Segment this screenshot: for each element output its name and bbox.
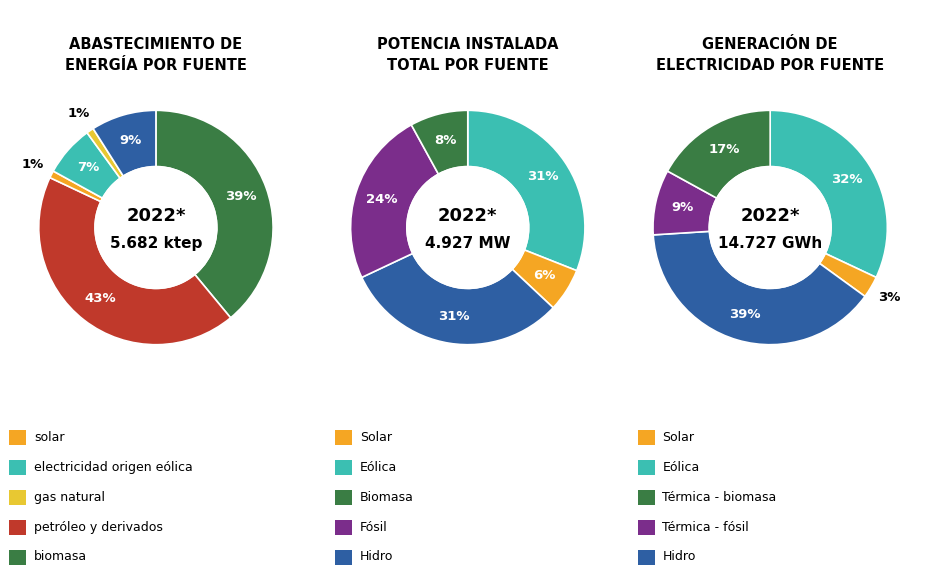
Text: 39%: 39% <box>729 308 760 321</box>
Wedge shape <box>93 111 156 176</box>
Title: GENERACIÓN DE
ELECTRICIDAD POR FUENTE: GENERACIÓN DE ELECTRICIDAD POR FUENTE <box>655 37 884 73</box>
Wedge shape <box>87 128 123 178</box>
Text: gas natural: gas natural <box>34 491 105 503</box>
Wedge shape <box>50 171 102 202</box>
Text: Eólica: Eólica <box>662 461 699 473</box>
Wedge shape <box>666 111 769 198</box>
Text: Solar: Solar <box>662 431 694 444</box>
Text: Solar: Solar <box>360 431 392 444</box>
Text: Fósil: Fósil <box>360 521 387 533</box>
Text: 31%: 31% <box>526 170 558 183</box>
Wedge shape <box>652 171 716 235</box>
Text: 9%: 9% <box>120 134 142 147</box>
Text: Biomasa: Biomasa <box>360 491 413 503</box>
Text: Térmica - fósil: Térmica - fósil <box>662 521 749 533</box>
Text: 31%: 31% <box>437 310 469 323</box>
Text: 2022*: 2022* <box>126 207 185 225</box>
Text: 9%: 9% <box>670 202 693 214</box>
Text: Térmica - biomasa: Térmica - biomasa <box>662 491 776 503</box>
Circle shape <box>709 166 830 289</box>
Text: 43%: 43% <box>85 292 116 305</box>
Title: ABASTECIMIENTO DE
ENERGÍA POR FUENTE: ABASTECIMIENTO DE ENERGÍA POR FUENTE <box>65 37 246 73</box>
Text: Eólica: Eólica <box>360 461 396 473</box>
Text: Hidro: Hidro <box>662 551 695 563</box>
Text: 6%: 6% <box>532 270 554 282</box>
Text: petróleo y derivados: petróleo y derivados <box>34 521 162 533</box>
Wedge shape <box>39 177 230 344</box>
Text: 32%: 32% <box>830 173 861 185</box>
Text: 24%: 24% <box>366 193 397 206</box>
Wedge shape <box>818 253 875 297</box>
Text: electricidad origen eólica: electricidad origen eólica <box>34 461 193 473</box>
Wedge shape <box>467 111 584 271</box>
Text: 14.727 GWh: 14.727 GWh <box>717 236 821 252</box>
Wedge shape <box>512 250 576 308</box>
Text: 39%: 39% <box>225 191 257 203</box>
Text: 2022*: 2022* <box>740 207 799 225</box>
Text: 7%: 7% <box>77 161 99 175</box>
Wedge shape <box>53 132 120 198</box>
Wedge shape <box>411 111 467 174</box>
Circle shape <box>95 166 216 289</box>
Wedge shape <box>156 111 273 318</box>
Circle shape <box>407 166 528 289</box>
Text: 5.682 ktep: 5.682 ktep <box>110 236 202 252</box>
Wedge shape <box>350 125 438 278</box>
Text: 17%: 17% <box>708 143 739 156</box>
Text: 1%: 1% <box>67 107 90 120</box>
Text: biomasa: biomasa <box>34 551 87 563</box>
Text: Hidro: Hidro <box>360 551 393 563</box>
Text: 3%: 3% <box>877 291 900 304</box>
Wedge shape <box>362 253 552 344</box>
Text: 1%: 1% <box>22 158 43 171</box>
Text: 2022*: 2022* <box>438 207 497 225</box>
Text: 8%: 8% <box>433 134 456 147</box>
Text: 4.927 MW: 4.927 MW <box>425 236 510 252</box>
Title: POTENCIA INSTALADA
TOTAL POR FUENTE: POTENCIA INSTALADA TOTAL POR FUENTE <box>377 37 558 73</box>
Wedge shape <box>652 232 864 344</box>
Text: solar: solar <box>34 431 64 444</box>
Wedge shape <box>769 111 886 278</box>
